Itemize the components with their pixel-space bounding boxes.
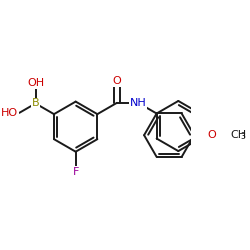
Text: NH: NH [130, 98, 146, 108]
Text: O: O [112, 76, 121, 86]
Text: HO: HO [1, 108, 18, 118]
Text: CH: CH [230, 130, 247, 140]
Text: F: F [72, 167, 79, 177]
Text: OH: OH [27, 78, 44, 88]
Text: 3: 3 [241, 132, 246, 141]
Text: O: O [207, 130, 216, 140]
Text: B: B [32, 98, 39, 108]
